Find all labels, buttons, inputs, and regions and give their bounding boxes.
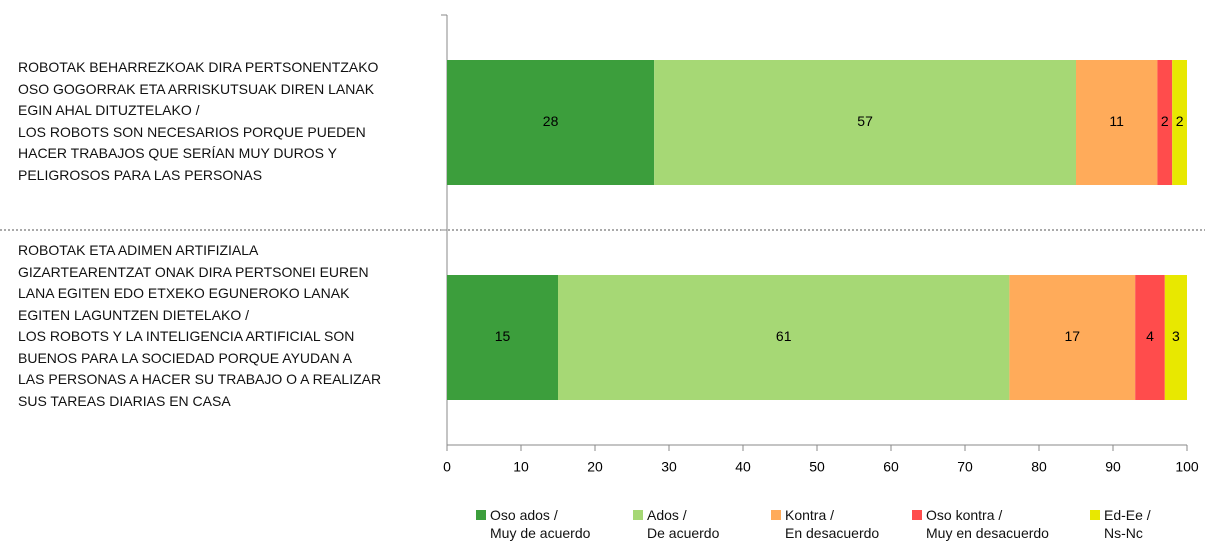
x-tick-label: 20	[587, 459, 603, 475]
x-tick-label: 30	[661, 459, 677, 475]
legend-swatch	[771, 510, 781, 520]
legend-swatch	[912, 510, 922, 520]
data-label: 11	[1109, 113, 1124, 129]
data-label: 4	[1146, 328, 1154, 344]
bar-segment	[1076, 60, 1158, 185]
data-label: 57	[857, 113, 873, 129]
x-tick-label: 0	[443, 459, 451, 475]
category-label: ROBOTAK ETA ADIMEN ARTIFIZIALA GIZARTEAR…	[18, 242, 382, 409]
x-tick-label: 10	[513, 459, 529, 475]
bar-segment	[1135, 275, 1165, 400]
data-label: 3	[1172, 328, 1180, 344]
legend-swatch	[633, 510, 643, 520]
data-label: 2	[1176, 113, 1184, 129]
data-label: 15	[495, 328, 511, 344]
legend-swatch	[476, 510, 486, 520]
data-label: 28	[543, 113, 559, 129]
x-tick-label: 40	[735, 459, 751, 475]
data-label: 61	[776, 328, 792, 344]
bar-segment	[447, 60, 655, 185]
x-tick-label: 100	[1175, 459, 1199, 475]
category-label: ROBOTAK BEHARREZKOAK DIRA PERTSONENTZAKO…	[18, 59, 379, 183]
bar-segment	[1172, 60, 1187, 185]
legend-item: Oso kontra / Muy en desacuerdo	[912, 506, 1049, 542]
bar-segment	[1157, 60, 1173, 185]
legend-item: Ados / De acuerdo	[633, 506, 719, 542]
legend-item: Oso ados / Muy de acuerdo	[476, 506, 590, 542]
bar-segment	[654, 60, 1076, 185]
bar-segment	[558, 275, 1010, 400]
x-tick-label: 60	[883, 459, 899, 475]
x-tick-label: 50	[809, 459, 825, 475]
legend-swatch	[1090, 510, 1100, 520]
bar-segment	[1009, 275, 1136, 400]
data-label: 17	[1065, 328, 1081, 344]
x-tick-label: 70	[957, 459, 973, 475]
legend-item: Ed-Ee / Ns-Nc	[1090, 506, 1151, 542]
x-tick-label: 90	[1105, 459, 1121, 475]
data-label: 2	[1161, 113, 1169, 129]
legend-item: Kontra / En desacuerdo	[771, 506, 879, 542]
bar-segment	[1164, 275, 1187, 400]
bar-segment	[447, 275, 558, 400]
x-tick-label: 80	[1031, 459, 1047, 475]
